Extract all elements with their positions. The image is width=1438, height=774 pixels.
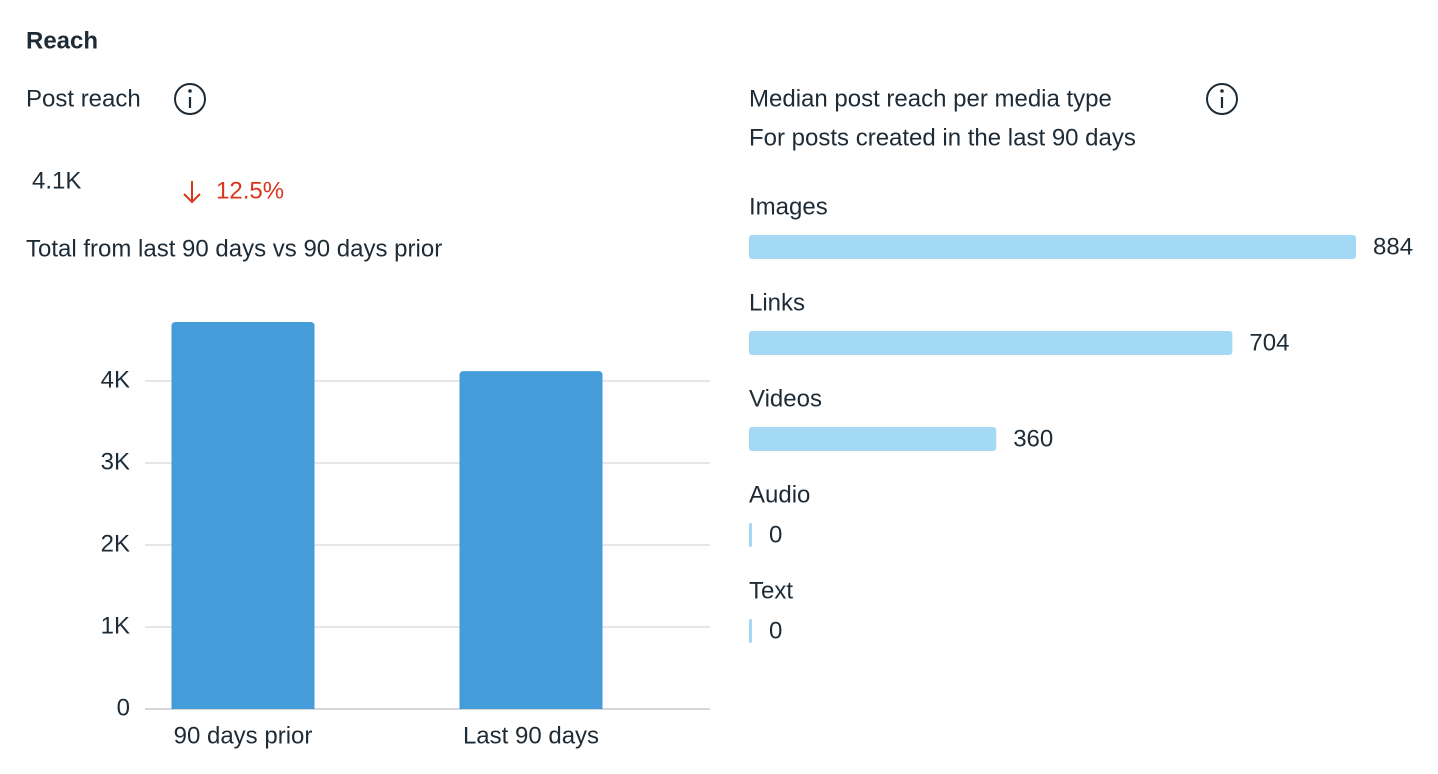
bar xyxy=(749,235,1356,259)
down-arrow xyxy=(183,181,201,204)
info-icon[interactable] xyxy=(174,83,206,115)
value-label: 884 xyxy=(1373,233,1413,260)
x-tick-label: Last 90 days xyxy=(463,722,599,749)
value-label: 704 xyxy=(1249,329,1289,356)
y-tick-label: 1K xyxy=(101,612,130,639)
headline-value: 4.1K xyxy=(32,167,81,194)
change-value: 12.5% xyxy=(216,177,284,204)
category-label: Audio xyxy=(749,481,810,508)
bar xyxy=(459,371,603,709)
chart-title: Median post reach per media type xyxy=(749,85,1112,112)
category-label: Images xyxy=(749,193,828,220)
bar xyxy=(749,331,1233,355)
bar xyxy=(749,523,752,547)
chart-subtitle: Total from last 90 days vs 90 days prior xyxy=(26,235,442,262)
chart-title: Post reach xyxy=(26,85,141,112)
value-label: 360 xyxy=(1013,425,1053,452)
bar xyxy=(171,321,315,709)
chart-subtitle: For posts created in the last 90 days xyxy=(749,124,1136,151)
value-label: 0 xyxy=(769,617,782,644)
info-icon[interactable] xyxy=(1206,83,1238,115)
bar xyxy=(749,619,752,643)
category-label: Videos xyxy=(749,385,822,412)
y-tick-label: 0 xyxy=(117,694,130,721)
y-tick-label: 2K xyxy=(101,530,130,557)
section-title: Reach xyxy=(26,27,98,54)
value-label: 0 xyxy=(769,521,782,548)
y-tick-label: 3K xyxy=(101,448,130,475)
x-tick-label: 90 days prior xyxy=(174,722,313,749)
category-label: Text xyxy=(749,577,793,604)
bar xyxy=(749,427,997,451)
category-label: Links xyxy=(749,289,805,316)
y-tick-label: 4K xyxy=(101,366,130,393)
